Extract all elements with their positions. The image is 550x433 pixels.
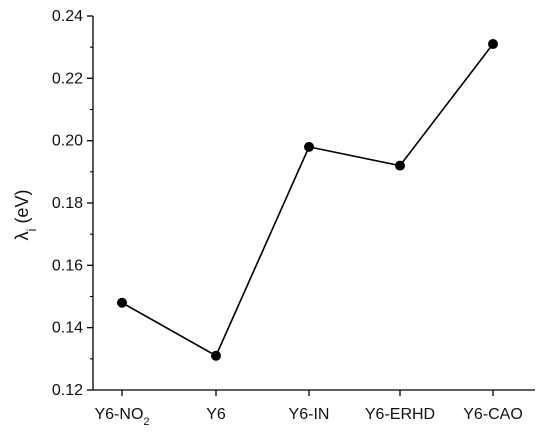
series-line xyxy=(121,43,494,357)
y-tick-label: 0.22 xyxy=(52,70,83,87)
x-tick-label: Y6-IN xyxy=(289,406,330,423)
x-tick-label-text: Y6 xyxy=(206,406,226,423)
y-axis-label: λi (eV) xyxy=(12,190,39,241)
data-point xyxy=(211,350,221,361)
x-tick-label: Y6-CAO xyxy=(463,406,523,423)
data-point xyxy=(488,39,498,50)
y-tick-label: 0.18 xyxy=(52,195,83,212)
series-group xyxy=(117,39,498,361)
x-tick-label-text: Y6-CAO xyxy=(463,406,523,423)
x-tick-label: Y6-ERHD xyxy=(365,406,435,423)
data-point xyxy=(117,297,127,308)
y-axis-label-symbol: λ xyxy=(12,231,32,240)
x-tick-label-subscript: 2 xyxy=(143,416,149,428)
x-axis-ticks: Y6-NO2 Y6 Y6-IN Y6-ERHD Y6-CAO xyxy=(94,390,523,428)
x-tick-label-text: Y6-ERHD xyxy=(365,406,435,423)
data-point xyxy=(304,141,314,152)
data-point xyxy=(395,160,405,171)
y-axis-label-subscript: i xyxy=(24,228,39,231)
axes xyxy=(92,16,535,391)
y-tick-label: 0.16 xyxy=(52,257,83,274)
y-tick-label: 0.14 xyxy=(52,320,83,337)
y-tick-label: 0.24 xyxy=(52,8,83,25)
x-tick-label-text: Y6-NO xyxy=(94,406,143,423)
x-tick-label-text: Y6-IN xyxy=(289,406,330,423)
x-tick-label: Y6 xyxy=(206,406,226,423)
y-axis-label-unit: (eV) xyxy=(12,190,32,229)
y-axis-ticks: 0.12 0.14 0.16 0.18 0.20 0.22 0.24 xyxy=(52,8,93,399)
y-tick-label: 0.20 xyxy=(52,133,83,150)
x-tick-label: Y6-NO2 xyxy=(94,406,149,428)
y-tick-label: 0.12 xyxy=(52,382,83,399)
